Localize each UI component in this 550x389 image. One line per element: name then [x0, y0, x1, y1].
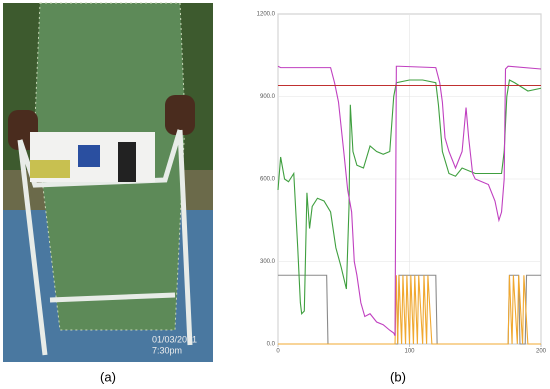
y-tick-label: 900.0	[260, 94, 276, 100]
photo-time: 7:30pm	[152, 345, 182, 355]
photo: 01/03/2021 7:30pm	[3, 2, 213, 362]
y-tick-label: 1200.0	[257, 12, 276, 18]
series-line	[277, 79, 542, 315]
photo-hand	[165, 95, 195, 135]
y-tick-label: 0.0	[267, 342, 276, 348]
photo-pattern	[34, 2, 186, 331]
chart: 0.0 300.0 600.0 900.0 1200.0 0 100 200	[257, 12, 547, 355]
photo-lcd	[30, 160, 70, 178]
series-line	[278, 275, 541, 345]
y-tick-label: 300.0	[260, 259, 276, 265]
panel-label: (a)	[100, 369, 116, 384]
x-tick-label: 0	[276, 349, 280, 355]
x-tick-label: 100	[404, 349, 415, 355]
panel-label: (b)	[390, 369, 406, 384]
photo-walker	[17, 129, 193, 356]
y-tick-label: 600.0	[260, 177, 276, 183]
photo-battery	[118, 142, 136, 182]
series-line	[277, 65, 542, 336]
photo-board-chip	[78, 145, 100, 167]
x-tick-label: 200	[536, 349, 547, 355]
photo-date: 01/03/2021	[152, 334, 197, 344]
